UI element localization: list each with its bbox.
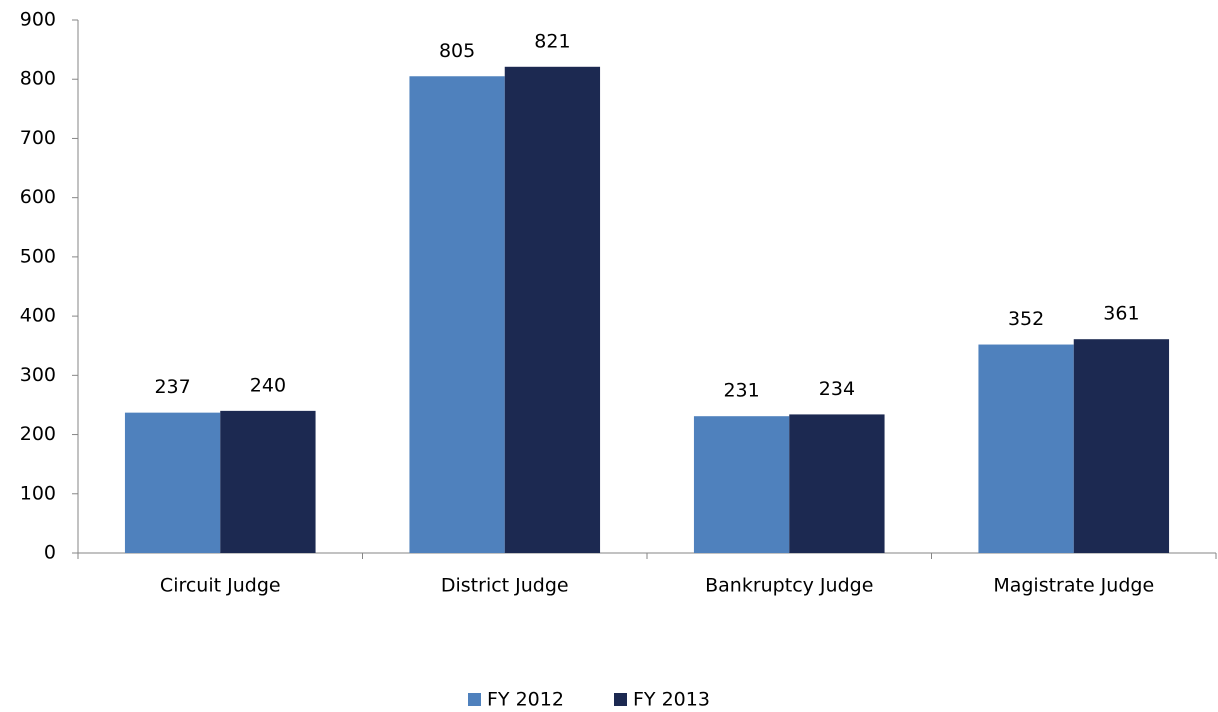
y-tick-label: 700 xyxy=(20,127,56,149)
x-tick-label: Bankruptcy Judge xyxy=(705,575,873,597)
x-tick-label: District Judge xyxy=(441,575,569,597)
y-tick-label: 800 xyxy=(20,68,56,90)
data-label: 352 xyxy=(1008,308,1044,330)
bar xyxy=(693,416,790,553)
y-tick-label: 400 xyxy=(20,305,56,327)
bar xyxy=(124,412,221,553)
legend-label: FY 2013 xyxy=(633,689,710,711)
data-label: 361 xyxy=(1103,303,1139,325)
legend-swatch xyxy=(468,693,481,706)
data-label: 240 xyxy=(250,374,286,396)
data-label: 231 xyxy=(723,380,759,402)
data-label: 805 xyxy=(439,40,475,62)
data-label: 234 xyxy=(819,378,855,400)
y-tick-label: 100 xyxy=(20,482,56,504)
bar xyxy=(409,76,505,553)
y-tick-label: 900 xyxy=(20,9,56,31)
data-label: 821 xyxy=(534,30,570,52)
x-tick-label: Circuit Judge xyxy=(160,575,281,597)
bar xyxy=(789,414,885,553)
y-tick-label: 600 xyxy=(20,186,56,208)
legend-swatch xyxy=(614,693,627,706)
bar xyxy=(978,344,1074,553)
bar xyxy=(504,66,601,553)
y-tick-label: 300 xyxy=(20,364,56,386)
data-label: 237 xyxy=(154,376,190,398)
bar xyxy=(1073,339,1170,553)
x-tick-label: Magistrate Judge xyxy=(993,575,1154,597)
bar xyxy=(220,410,316,553)
y-tick-label: 0 xyxy=(44,542,56,564)
y-tick-label: 200 xyxy=(20,423,56,445)
legend-label: FY 2012 xyxy=(487,689,564,711)
y-tick-label: 500 xyxy=(20,245,56,267)
